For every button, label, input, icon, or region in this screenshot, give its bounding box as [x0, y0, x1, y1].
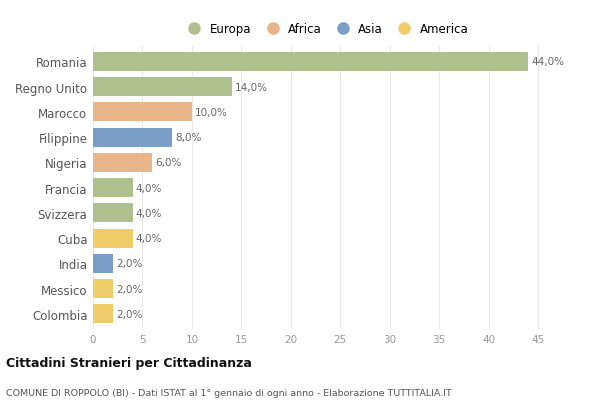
- Text: Cittadini Stranieri per Cittadinanza: Cittadini Stranieri per Cittadinanza: [6, 356, 252, 369]
- Text: 6,0%: 6,0%: [155, 158, 182, 168]
- Text: 10,0%: 10,0%: [195, 108, 228, 117]
- Text: 2,0%: 2,0%: [116, 259, 142, 269]
- Bar: [93, 229, 133, 248]
- Bar: [93, 305, 113, 324]
- Bar: [93, 254, 113, 273]
- Text: 4,0%: 4,0%: [136, 208, 162, 218]
- Bar: [93, 103, 192, 122]
- Bar: [93, 53, 529, 72]
- Bar: [93, 153, 152, 172]
- Text: COMUNE DI ROPPOLO (BI) - Dati ISTAT al 1° gennaio di ogni anno - Elaborazione TU: COMUNE DI ROPPOLO (BI) - Dati ISTAT al 1…: [6, 388, 452, 397]
- Text: 8,0%: 8,0%: [175, 133, 202, 143]
- Text: 4,0%: 4,0%: [136, 234, 162, 243]
- Text: 14,0%: 14,0%: [235, 82, 268, 92]
- Bar: [93, 128, 172, 147]
- Text: 4,0%: 4,0%: [136, 183, 162, 193]
- Bar: [93, 204, 133, 223]
- Bar: [93, 179, 133, 198]
- Text: 44,0%: 44,0%: [531, 57, 564, 67]
- Text: 2,0%: 2,0%: [116, 309, 142, 319]
- Legend: Europa, Africa, Asia, America: Europa, Africa, Asia, America: [179, 19, 472, 39]
- Bar: [93, 78, 232, 97]
- Text: 2,0%: 2,0%: [116, 284, 142, 294]
- Bar: [93, 279, 113, 299]
